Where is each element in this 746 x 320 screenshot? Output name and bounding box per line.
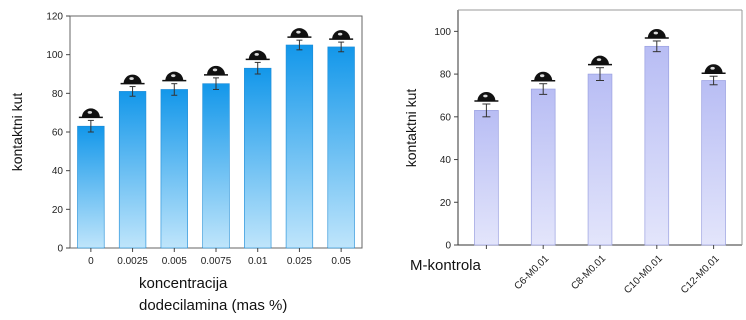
right-y-tick-label: 40 — [440, 155, 452, 166]
left-y-tick-label: 20 — [52, 205, 64, 216]
left-y-tick-label: 60 — [52, 128, 64, 139]
right-x-tick-label: C10-M0.01 — [622, 253, 665, 296]
right-y-tick-label: 20 — [440, 198, 452, 209]
water-droplet-icon — [245, 50, 270, 61]
water-droplet-icon — [329, 30, 354, 40]
left-bar — [160, 89, 188, 249]
left-error-bar — [87, 119, 94, 133]
right-bar — [644, 45, 670, 246]
left-bar — [285, 44, 314, 249]
left-bar — [244, 67, 272, 249]
left-x-axis-label-line1: koncentracija — [139, 275, 228, 292]
water-droplet-icon — [701, 64, 726, 74]
right-y-tick-label: 100 — [434, 27, 451, 38]
water-droplet-icon — [120, 74, 145, 85]
left-y-tick-label: 40 — [52, 166, 64, 177]
left-y-tick-label: 0 — [57, 244, 63, 255]
water-droplet-icon — [588, 55, 612, 66]
left-bar — [77, 125, 105, 249]
left-bar — [118, 91, 147, 249]
left-error-bar — [171, 83, 178, 96]
right-y-axis-label: kontaktni kut — [403, 89, 419, 168]
right-x-tick-label: C6-M0.01 — [512, 253, 551, 292]
right-error-bar — [596, 67, 604, 81]
left-y-tick-label: 120 — [46, 12, 63, 23]
right-error-bar — [482, 103, 491, 118]
right-bar — [701, 80, 726, 246]
left-x-tick-label: 0.0075 — [201, 256, 232, 267]
right-bar — [530, 88, 556, 246]
right-y-tick-label: 80 — [440, 70, 452, 81]
water-droplet-icon — [531, 71, 556, 82]
left-bar — [327, 46, 355, 249]
right-y-tick-label: 0 — [445, 241, 451, 252]
water-droplet-icon — [644, 28, 669, 39]
right-bar — [474, 110, 499, 246]
left-error-bar — [254, 61, 261, 75]
water-droplet-icon — [204, 65, 228, 76]
left-y-axis-label: kontaktni kut — [9, 93, 25, 172]
right-x-tick-label: C12-M0.01 — [679, 253, 722, 296]
water-droplet-icon — [78, 108, 103, 119]
left-y-tick-label: 100 — [46, 50, 63, 61]
left-x-tick-label: 0.005 — [162, 256, 187, 267]
left-x-tick-label: 0.01 — [248, 256, 268, 267]
left-x-tick-label: 0.025 — [287, 256, 312, 267]
left-x-axis-label-line2: dodecilamina (mas %) — [139, 297, 287, 314]
right-y-tick-label: 60 — [440, 112, 452, 123]
left-error-bar — [338, 41, 345, 53]
left-bar — [202, 83, 230, 249]
left-error-bar — [213, 77, 219, 90]
left-error-bar — [129, 86, 136, 97]
water-droplet-icon — [287, 28, 312, 38]
right-error-bar — [539, 83, 548, 95]
right-bar-chart: 0 20 40 60 80 100 C6-M0.01 C8-M0.01 C10-M0.01 C1… — [403, 9, 743, 296]
left-x-tick-label: 0 — [88, 256, 94, 267]
right-error-bar — [709, 75, 718, 86]
left-x-tick-label: 0.0025 — [117, 256, 148, 267]
left-error-bar — [296, 39, 303, 51]
water-droplet-icon — [474, 92, 499, 102]
right-error-bar — [652, 40, 661, 53]
right-x-tick-label: C8-M0.01 — [569, 253, 608, 292]
right-first-category-label: M-kontrola — [410, 257, 482, 274]
left-bar-chart: 0 20 40 60 80 100 120 0 0.0025 0.005 0.0075 0.01 0.… — [9, 12, 363, 314]
left-x-tick-label: 0.05 — [331, 256, 351, 267]
right-bar — [587, 73, 613, 246]
left-y-tick-label: 80 — [52, 89, 64, 100]
water-droplet-icon — [162, 71, 187, 82]
